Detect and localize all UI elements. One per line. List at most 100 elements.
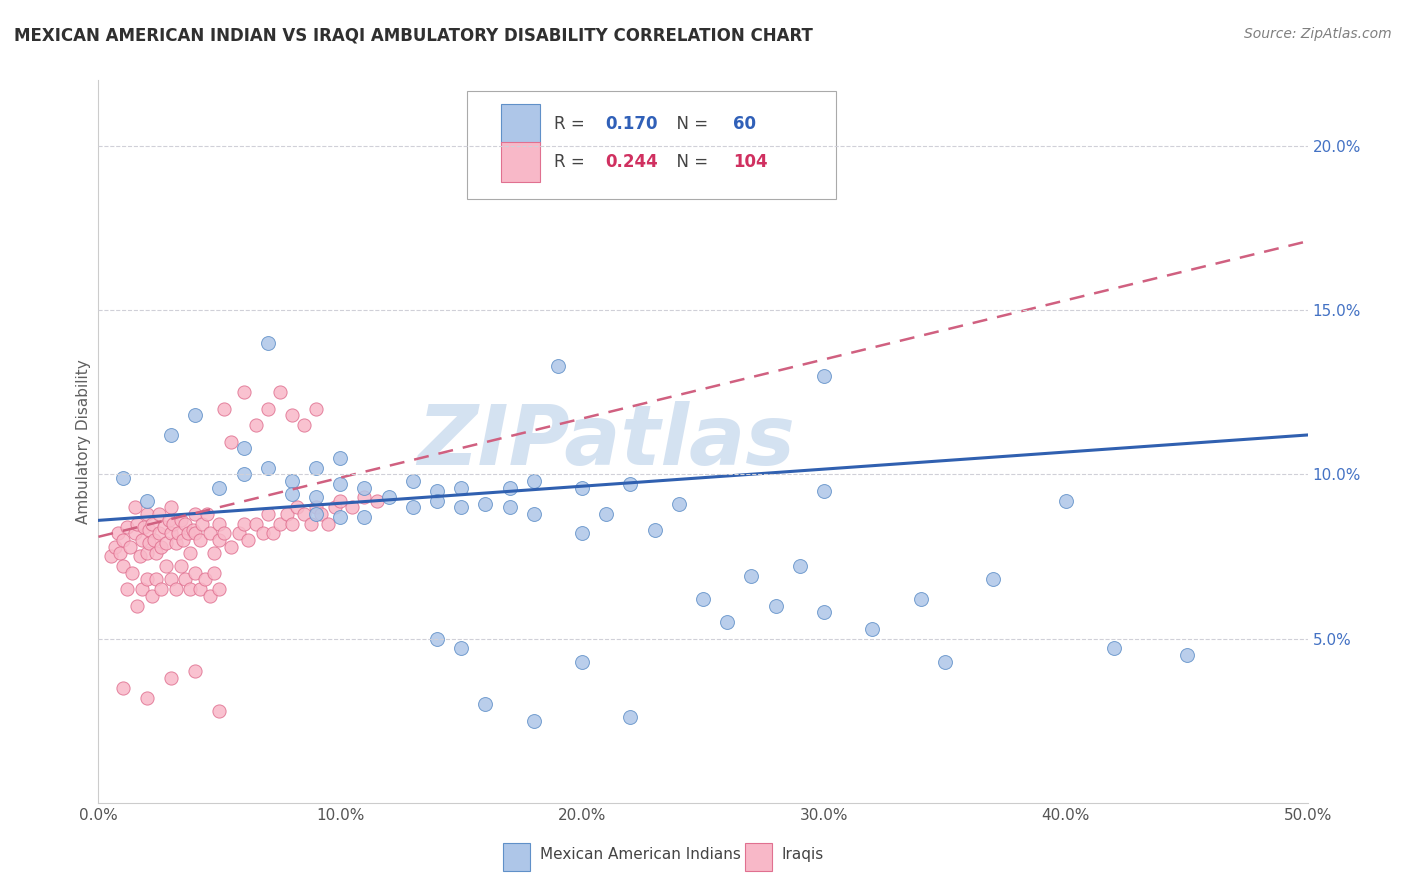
Point — [143, 533, 166, 547]
Y-axis label: Ambulatory Disability: Ambulatory Disability — [76, 359, 91, 524]
Point — [165, 536, 187, 550]
Point — [145, 546, 167, 560]
Point — [198, 526, 221, 541]
Point — [329, 450, 352, 465]
Point — [232, 467, 254, 482]
Point — [595, 507, 617, 521]
Point — [498, 481, 520, 495]
Point — [571, 655, 593, 669]
Point — [188, 582, 211, 597]
Point — [740, 569, 762, 583]
Point — [377, 491, 399, 505]
Point — [208, 533, 231, 547]
Text: N =: N = — [665, 115, 713, 133]
Point — [212, 401, 235, 416]
Point — [127, 516, 149, 531]
Point — [281, 474, 304, 488]
Point — [208, 481, 231, 495]
Point — [165, 582, 187, 597]
Text: 104: 104 — [734, 153, 768, 171]
Point — [934, 655, 956, 669]
Point — [353, 491, 375, 505]
Point — [305, 491, 328, 505]
Point — [981, 573, 1004, 587]
Point — [169, 513, 191, 527]
Point — [117, 520, 139, 534]
Point — [157, 513, 180, 527]
Point — [547, 359, 569, 373]
Point — [232, 516, 254, 531]
Point — [523, 714, 546, 728]
Point — [172, 533, 194, 547]
Point — [813, 483, 835, 498]
Point — [474, 698, 496, 712]
Point — [184, 409, 207, 423]
Text: 0.170: 0.170 — [605, 115, 658, 133]
Point — [402, 474, 425, 488]
Point — [138, 536, 160, 550]
Point — [111, 681, 134, 695]
Point — [292, 418, 315, 433]
Point — [150, 582, 173, 597]
Point — [108, 546, 131, 560]
Point — [256, 460, 278, 475]
Point — [181, 523, 204, 537]
Point — [269, 516, 291, 531]
Point — [692, 592, 714, 607]
Point — [100, 549, 122, 564]
Point — [162, 516, 184, 531]
Point — [152, 520, 174, 534]
Point — [256, 507, 278, 521]
Point — [184, 507, 207, 521]
Point — [155, 536, 177, 550]
Point — [135, 493, 157, 508]
Point — [174, 516, 197, 531]
Point — [155, 559, 177, 574]
Point — [305, 460, 328, 475]
Point — [366, 493, 388, 508]
Point — [245, 516, 267, 531]
Point — [148, 507, 170, 521]
Point — [281, 487, 304, 501]
Point — [305, 401, 328, 416]
Point — [104, 540, 127, 554]
Point — [644, 523, 666, 537]
Point — [191, 516, 214, 531]
Point — [179, 582, 201, 597]
Point — [668, 497, 690, 511]
Point — [262, 526, 284, 541]
Point — [716, 615, 738, 630]
Point — [325, 500, 347, 515]
Point — [1102, 641, 1125, 656]
Point — [426, 483, 449, 498]
Text: Source: ZipAtlas.com: Source: ZipAtlas.com — [1244, 27, 1392, 41]
Point — [813, 605, 835, 619]
Text: N =: N = — [665, 153, 713, 171]
FancyBboxPatch shape — [503, 843, 530, 871]
Point — [252, 526, 274, 541]
Point — [221, 540, 243, 554]
Point — [498, 500, 520, 515]
Text: ZIPatlas: ZIPatlas — [418, 401, 796, 482]
Point — [204, 546, 226, 560]
Point — [353, 510, 375, 524]
Point — [571, 481, 593, 495]
Point — [121, 566, 143, 580]
Point — [619, 477, 641, 491]
Point — [184, 665, 207, 679]
Point — [329, 477, 352, 491]
Point — [212, 526, 235, 541]
Point — [177, 526, 200, 541]
Point — [281, 516, 304, 531]
Point — [316, 516, 339, 531]
Point — [232, 385, 254, 400]
Text: MEXICAN AMERICAN INDIAN VS IRAQI AMBULATORY DISABILITY CORRELATION CHART: MEXICAN AMERICAN INDIAN VS IRAQI AMBULAT… — [14, 27, 813, 45]
Point — [285, 500, 308, 515]
Point — [221, 434, 243, 449]
Text: Iraqis: Iraqis — [782, 847, 824, 863]
Text: R =: R = — [554, 153, 591, 171]
Point — [668, 122, 690, 136]
Point — [111, 533, 134, 547]
Point — [245, 418, 267, 433]
Point — [160, 671, 183, 685]
